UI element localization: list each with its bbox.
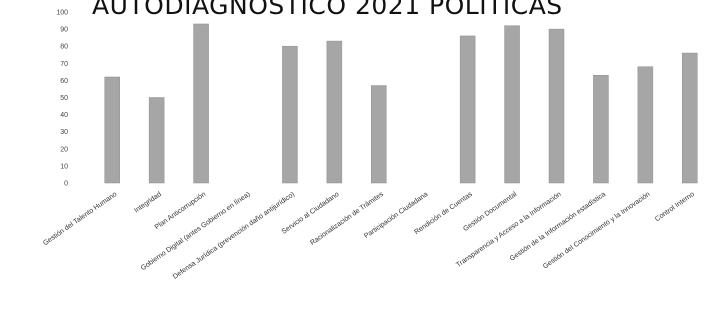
bar-9 xyxy=(460,36,475,183)
bar-1 xyxy=(105,77,120,183)
bar-7 xyxy=(371,86,386,183)
y-tick-label-80: 80 xyxy=(60,44,68,51)
y-tick-label-50: 50 xyxy=(60,95,68,102)
x-tick-label-12: Gestión de la Información estadística xyxy=(509,191,607,263)
bar-11 xyxy=(549,29,564,183)
y-tick-label-0: 0 xyxy=(64,181,68,188)
y-tick-label-90: 90 xyxy=(60,27,68,34)
bar-3 xyxy=(194,24,209,183)
bar-13 xyxy=(638,67,653,183)
bar-12 xyxy=(593,75,608,183)
x-tick-label-7: Racionalización de Trámites xyxy=(309,191,385,247)
y-tick-label-60: 60 xyxy=(60,78,68,85)
bar-10 xyxy=(505,26,520,183)
bar-2 xyxy=(149,98,164,184)
y-tick-label-30: 30 xyxy=(60,129,68,136)
bars xyxy=(105,24,698,183)
y-tick-label-40: 40 xyxy=(60,112,68,119)
bar-14 xyxy=(682,53,697,183)
y-tick-label-20: 20 xyxy=(60,146,68,153)
x-tick-label-14: Control Interno xyxy=(654,191,696,223)
x-tick-label-2: Integridad xyxy=(133,191,163,215)
y-tick-label-100: 100 xyxy=(56,10,68,17)
x-axis-labels: Gestión del Talento Humano IntegridadPlan… xyxy=(42,191,696,281)
x-tick-label-1: Gestión del Talento Humano xyxy=(42,191,118,247)
bar-5 xyxy=(282,46,297,183)
y-tick-label-70: 70 xyxy=(60,61,68,68)
bar-6 xyxy=(327,41,342,183)
y-axis: 0 10 20 30 40 50 60 70 80 90 100 xyxy=(56,10,68,188)
y-tick-label-10: 10 xyxy=(60,163,68,170)
